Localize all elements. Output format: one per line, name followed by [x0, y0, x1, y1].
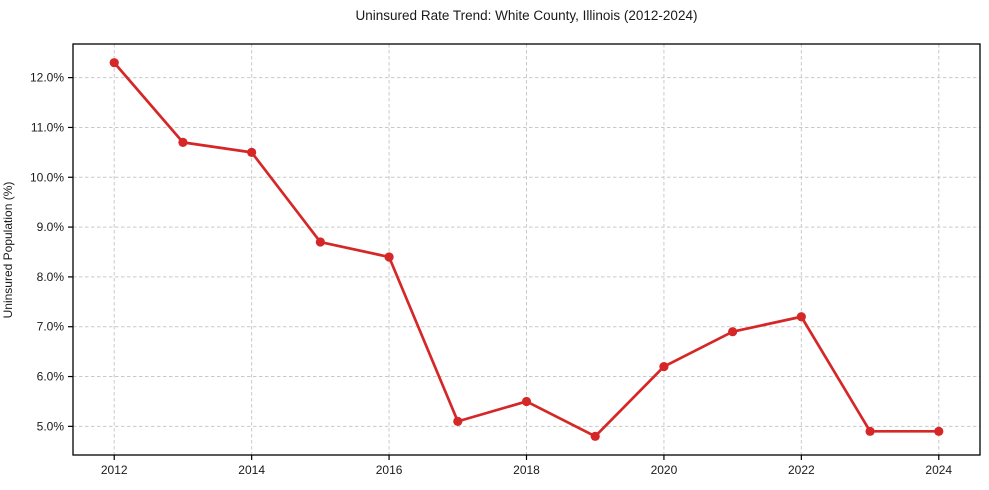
- data-point: [659, 361, 669, 372]
- data-point: [865, 426, 875, 436]
- data-point: [178, 137, 188, 147]
- x-tick-label: 2016: [376, 463, 403, 477]
- y-tick-label: 5.0%: [37, 419, 65, 433]
- x-tick-label: 2020: [651, 463, 678, 477]
- y-tick-label: 11.0%: [31, 120, 64, 134]
- y-tick-label: 8.0%: [37, 270, 65, 284]
- data-point: [934, 426, 944, 436]
- x-tick-label: 2024: [925, 463, 952, 477]
- y-tick-label: 9.0%: [37, 220, 65, 234]
- x-tick-label: 2018: [513, 463, 540, 477]
- data-point: [453, 416, 463, 426]
- data-point: [728, 327, 738, 337]
- y-tick-label: 10.0%: [30, 170, 64, 184]
- data-point: [521, 396, 532, 407]
- data-point: [590, 431, 600, 441]
- data-point: [315, 237, 325, 247]
- y-tick-label: 6.0%: [37, 370, 65, 384]
- x-tick-label: 2014: [238, 463, 265, 477]
- data-point: [384, 252, 394, 262]
- y-tick-label: 12.0%: [30, 71, 64, 85]
- data-point: [796, 312, 806, 322]
- data-point: [247, 147, 257, 157]
- x-tick-label: 2012: [101, 463, 128, 477]
- chart-title: Uninsured Rate Trend: White County, Illi…: [355, 8, 698, 23]
- y-axis-label: Uninsured Population (%): [1, 181, 15, 319]
- x-tick-label: 2022: [788, 463, 815, 477]
- y-tick-label: 7.0%: [37, 320, 65, 334]
- data-point: [109, 58, 119, 68]
